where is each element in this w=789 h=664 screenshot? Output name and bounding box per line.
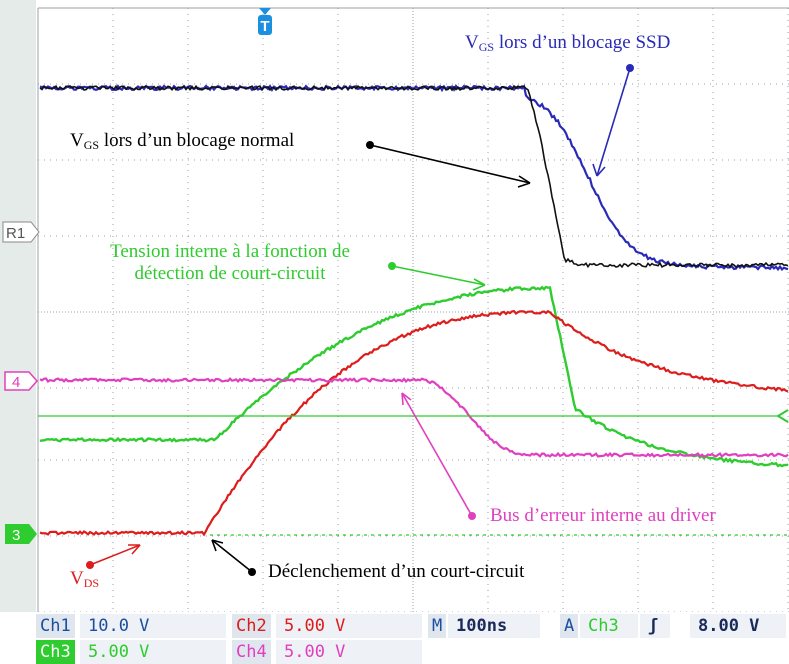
reference-r1-label: R1 — [6, 225, 25, 242]
ch3-marker-label: 3 — [12, 527, 20, 544]
ch2-label[interactable]: Ch2 — [232, 614, 271, 638]
trigger-level-value[interactable]: 8.00 V — [690, 614, 786, 638]
annotation-vgs-normal: VGS lors d’un blocage normal — [70, 130, 294, 153]
vgs-normal-subscript: GS — [84, 138, 99, 152]
trigger-slope-icon[interactable]: ʃ — [640, 614, 670, 638]
ch4-scale[interactable]: 5.00 V — [276, 640, 422, 664]
annotation-declenchement: Déclenchement d’un court-circuit — [268, 561, 524, 583]
vgs-ssd-text: lors d’un blocage SSD — [494, 32, 670, 53]
left-marker-strip — [0, 0, 36, 612]
ch1-label[interactable]: Ch1 — [36, 614, 75, 638]
vgs-ssd-subscript: GS — [479, 40, 494, 54]
ch3-scale[interactable]: 5.00 V — [80, 640, 226, 664]
vgs-normal-text: lors d’un blocage normal — [99, 130, 294, 151]
ch4-marker-label: 4 — [12, 374, 20, 391]
ch3-label[interactable]: Ch3 — [36, 640, 75, 664]
vds-symbol: V — [70, 568, 84, 589]
ch1-scale[interactable]: 10.0 V — [80, 614, 226, 638]
reference-r1-marker[interactable]: R1 — [3, 222, 39, 242]
ch2-scale[interactable]: 5.00 V — [276, 614, 422, 638]
tension-interne-line1: Tension interne à la fonction de — [70, 241, 390, 263]
tension-interne-line2: détection de court-circuit — [70, 263, 390, 285]
annotation-vgs-ssd: VGS lors d’un blocage SSD — [465, 32, 670, 55]
oscilloscope-status-bar: Ch1 10.0 V Ch2 5.00 V M 100ns A Ch3 ʃ 8.… — [0, 612, 789, 664]
trigger-source[interactable]: Ch3 — [580, 614, 638, 638]
timebase-label: M — [428, 614, 446, 638]
timebase-value[interactable]: 100ns — [448, 614, 540, 638]
trigger-marker-label: T — [260, 18, 269, 35]
annotation-tension-interne: Tension interne à la fonction de détecti… — [70, 241, 390, 285]
vgs-normal-symbol: V — [70, 130, 84, 151]
trigger-label: A — [560, 614, 578, 638]
annotation-bus-erreur: Bus d’erreur interne au driver — [490, 505, 716, 527]
vgs-ssd-symbol: V — [465, 32, 479, 53]
annotation-vds: VDS — [70, 568, 99, 591]
ch4-label[interactable]: Ch4 — [232, 640, 271, 664]
vds-subscript: DS — [84, 576, 99, 590]
